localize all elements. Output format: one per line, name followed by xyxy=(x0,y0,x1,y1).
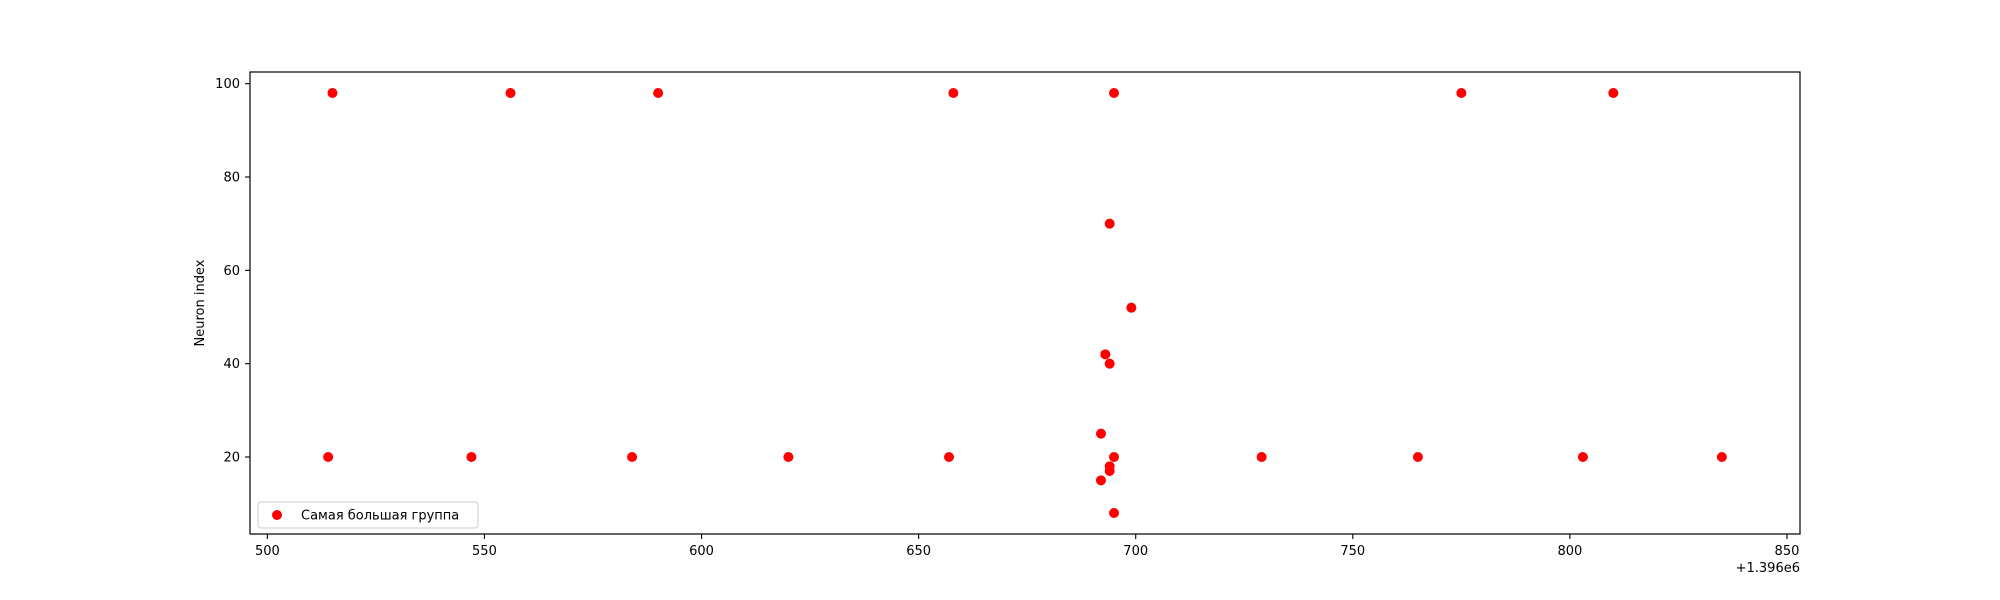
data-point xyxy=(1126,302,1137,313)
y-tick-label: 20 xyxy=(223,451,240,466)
legend-frame xyxy=(257,501,479,529)
x-tick-label: 700 xyxy=(1123,544,1148,559)
data-point xyxy=(1577,452,1588,462)
data-point xyxy=(1608,88,1619,98)
data-point xyxy=(948,88,959,98)
x-tick-label: 800 xyxy=(1557,544,1582,559)
y-tick-label: 100 xyxy=(215,77,240,92)
data-point xyxy=(783,452,794,462)
y-tick-label: 40 xyxy=(223,357,240,372)
data-point xyxy=(1256,452,1267,462)
data-point xyxy=(1716,452,1727,462)
y-axis: 20 40 60 80 100 xyxy=(215,77,250,466)
legend: Самая большая группа xyxy=(257,501,479,529)
y-tick-label: 60 xyxy=(223,264,240,279)
data-point xyxy=(1095,428,1106,439)
x-tick-label: 600 xyxy=(689,544,714,559)
x-tick-label: 850 xyxy=(1775,544,1800,559)
data-point xyxy=(1109,508,1120,518)
data-point xyxy=(1095,475,1106,486)
data-point xyxy=(327,88,338,98)
data-point xyxy=(323,452,334,462)
x-axis-offset-label: +1.396e6 xyxy=(1736,561,1800,576)
data-point xyxy=(653,88,664,98)
data-point xyxy=(1412,452,1423,462)
data-point xyxy=(1104,358,1115,369)
x-tick-label: 500 xyxy=(255,544,280,559)
data-point xyxy=(1109,452,1120,462)
data-point xyxy=(1109,88,1120,98)
plot-frame xyxy=(249,71,1801,535)
data-point xyxy=(505,88,516,98)
data-point xyxy=(1104,466,1115,476)
x-tick-label: 750 xyxy=(1340,544,1365,559)
plot-area-background xyxy=(250,72,1800,534)
data-point xyxy=(1456,88,1467,98)
data-point xyxy=(1100,349,1111,360)
data-points xyxy=(323,88,1727,518)
y-tick-label: 80 xyxy=(223,171,240,186)
data-point xyxy=(944,452,955,462)
data-point xyxy=(1104,218,1115,229)
data-point xyxy=(627,452,638,462)
legend-label: Самая большая группа xyxy=(301,509,459,524)
legend-marker xyxy=(272,510,282,520)
data-point xyxy=(466,452,477,462)
y-axis-label: Neuron index xyxy=(193,259,208,346)
x-tick-label: 550 xyxy=(472,544,497,559)
x-axis: 500 550 600 650 700 750 800 850 xyxy=(255,534,1799,559)
x-tick-label: 650 xyxy=(906,544,931,559)
